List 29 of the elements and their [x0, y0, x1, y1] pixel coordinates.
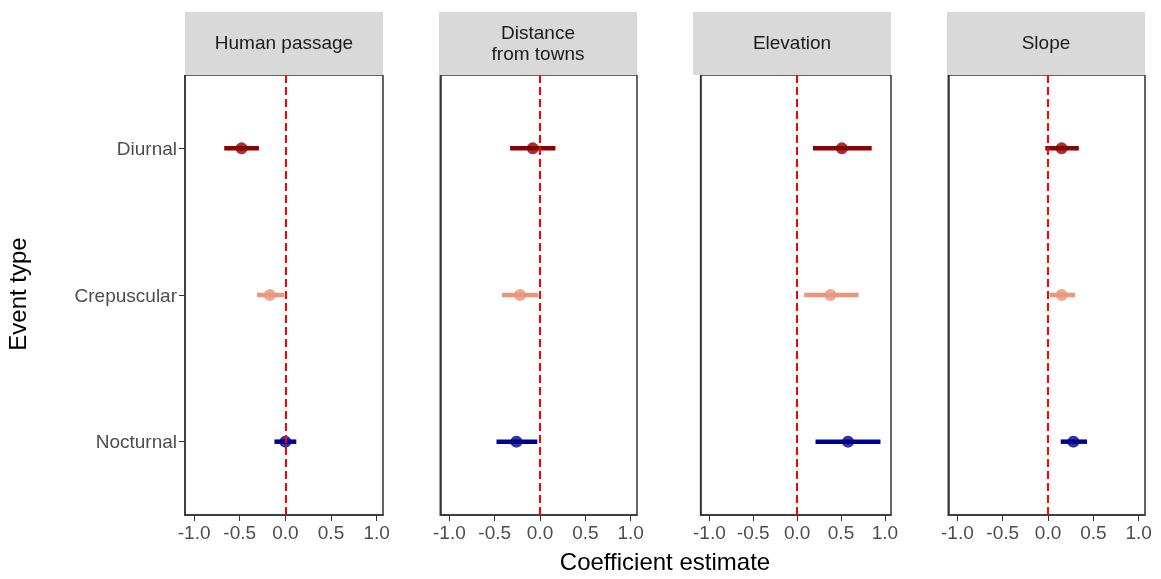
x-tick-label: 1.0	[871, 522, 899, 543]
x-tick-label: -1.0	[692, 522, 726, 543]
y-tick-label: Nocturnal	[95, 431, 177, 453]
x-tick-label: -0.5	[986, 522, 1020, 543]
x-tick-label: 0.5	[317, 522, 345, 543]
x-tick-label: -1.0	[432, 522, 466, 543]
x-tick-label: -1.0	[940, 522, 974, 543]
chart-title: Elevation	[693, 12, 891, 75]
x-tick-label: 0.0	[272, 522, 299, 543]
x-tick-label: 0.5	[572, 522, 599, 543]
y-tick-label: Diurnal	[116, 137, 177, 159]
x-tick-label: 1.0	[363, 522, 390, 543]
chart-title: Human passage	[185, 12, 383, 75]
x-tick-label: -0.5	[736, 522, 770, 543]
chart-title: Slope	[947, 12, 1145, 75]
x-tick-label: 0.5	[1080, 522, 1107, 543]
x-tick-label: -1.0	[177, 522, 211, 543]
x-tick-label: 0.0	[1034, 522, 1062, 543]
x-tick-label: 0.5	[827, 522, 855, 543]
x-tick-label: 1.0	[1125, 522, 1152, 543]
x-tick-label: -0.5	[223, 522, 257, 543]
chart-title: Distance from towns	[439, 12, 637, 75]
x-tick-label: 0.0	[783, 522, 811, 543]
x-axis-title: Coefficient estimate	[558, 548, 772, 576]
x-tick-label: 1.0	[617, 522, 644, 543]
x-tick-label: 0.0	[526, 522, 554, 543]
y-tick-label: Crepuscular	[74, 284, 178, 306]
x-tick-label: -0.5	[478, 522, 512, 543]
y-axis-title: Event type	[4, 236, 32, 353]
